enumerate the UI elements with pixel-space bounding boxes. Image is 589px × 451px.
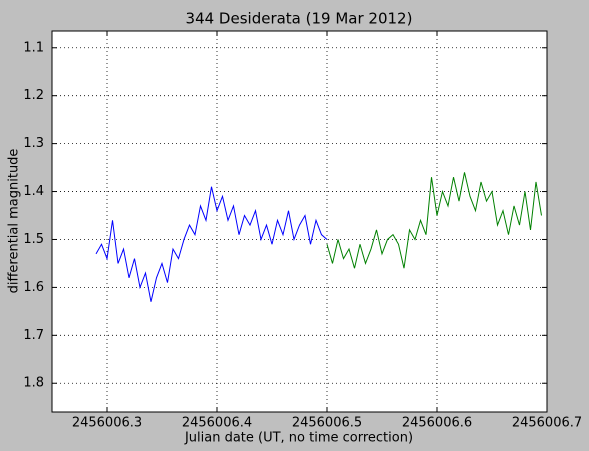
plot-area [52, 31, 547, 412]
y-tick-label: 1.8 [23, 376, 44, 391]
x-tick-label: 2456006.4 [182, 416, 252, 431]
y-tick-label: 1.3 [23, 136, 44, 151]
chart-title: 344 Desiderata (19 Mar 2012) [186, 10, 413, 28]
plot-frame [51, 30, 548, 413]
x-tick-label: 2456006.5 [292, 416, 362, 431]
y-axis-label: differential magnitude [7, 149, 22, 294]
y-tick-label: 1.6 [23, 280, 44, 295]
y-tick-label: 1.2 [23, 88, 44, 103]
x-tick-label: 2456006.7 [512, 416, 582, 431]
x-tick-label: 2456006.6 [402, 416, 472, 431]
x-axis-label: Julian date (UT, no time correction) [184, 431, 413, 446]
x-tick-label: 2456006.3 [72, 416, 142, 431]
y-tick-label: 1.5 [23, 232, 44, 247]
y-tick-label: 1.1 [23, 40, 44, 55]
data-line [326, 172, 542, 269]
data-line [95, 186, 328, 302]
y-tick-label: 1.7 [23, 328, 44, 343]
y-tick-label: 1.4 [23, 184, 44, 199]
